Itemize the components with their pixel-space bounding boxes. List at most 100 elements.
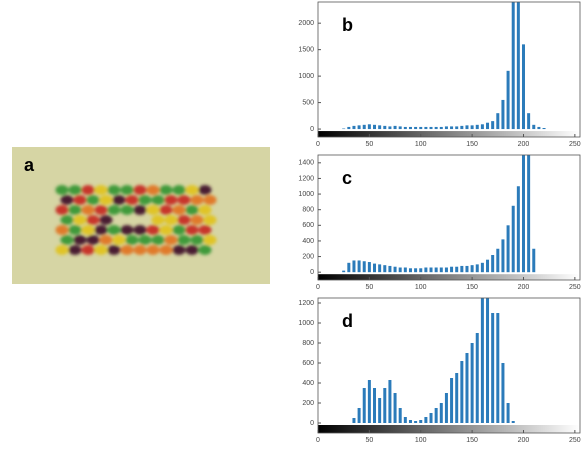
bar — [475, 264, 479, 273]
bar — [388, 380, 392, 423]
bar — [414, 126, 418, 130]
x-tick-label: 200 — [518, 284, 530, 291]
x-tick-label: 200 — [518, 437, 530, 444]
bar — [521, 44, 525, 130]
candy — [203, 195, 217, 205]
photo: a — [12, 147, 270, 284]
candy — [164, 215, 178, 225]
bar — [496, 113, 500, 130]
y-tick-label: 600 — [302, 222, 314, 229]
bar — [378, 125, 382, 130]
candy — [81, 245, 95, 255]
bar — [444, 393, 448, 423]
candy — [198, 245, 212, 255]
candy — [94, 225, 108, 235]
bar — [491, 313, 495, 423]
bar — [388, 265, 392, 273]
bar — [511, 205, 515, 273]
bar — [347, 262, 351, 273]
bar — [342, 270, 346, 273]
candy — [99, 215, 113, 225]
bar — [373, 388, 377, 423]
candy — [112, 235, 126, 245]
candy — [172, 225, 186, 235]
candy — [203, 235, 217, 245]
candy — [55, 225, 69, 235]
bar — [450, 266, 454, 273]
bar — [398, 126, 402, 130]
bar — [480, 262, 484, 273]
bar — [475, 333, 479, 423]
bar — [419, 126, 423, 130]
x-tick-label: 0 — [316, 284, 320, 291]
bar — [357, 408, 361, 423]
y-tick-label: 0 — [310, 269, 314, 276]
x-tick-label: 50 — [365, 141, 373, 148]
candy — [159, 185, 173, 195]
panel-label: c — [342, 168, 352, 188]
candy — [151, 195, 165, 205]
candies — [55, 185, 217, 255]
bar — [470, 265, 474, 273]
candy — [138, 235, 152, 245]
bar — [455, 373, 459, 423]
candy — [60, 235, 74, 245]
bar — [352, 125, 356, 130]
candy — [68, 205, 82, 215]
candy — [86, 195, 100, 205]
bar — [347, 126, 351, 130]
candy — [81, 205, 95, 215]
bar — [521, 155, 525, 273]
gray-strip — [318, 274, 580, 280]
bar — [378, 264, 382, 273]
bar — [429, 413, 433, 423]
bar — [516, 2, 520, 130]
bar — [470, 125, 474, 130]
bar — [455, 266, 459, 273]
candy — [107, 185, 121, 195]
candy — [125, 195, 139, 205]
bar — [439, 267, 443, 273]
bar — [537, 126, 541, 130]
candy — [94, 205, 108, 215]
bar — [491, 121, 495, 130]
bar — [373, 124, 377, 130]
bar — [419, 420, 423, 423]
candy — [164, 235, 178, 245]
candy — [133, 245, 147, 255]
bar — [362, 261, 366, 273]
candy — [73, 235, 87, 245]
panel-label: b — [342, 15, 353, 35]
x-tick-label: 0 — [316, 437, 320, 444]
bar — [460, 361, 464, 423]
bar — [414, 268, 418, 273]
bar — [352, 418, 356, 423]
bar — [414, 421, 418, 423]
candy — [172, 205, 186, 215]
bar — [352, 260, 356, 273]
x-tick-label: 250 — [569, 284, 581, 291]
y-tick-label: 0 — [310, 420, 314, 427]
candy — [190, 215, 204, 225]
candy — [94, 185, 108, 195]
panel-label: d — [342, 311, 353, 331]
bar — [408, 126, 412, 130]
candy — [151, 215, 165, 225]
bar — [424, 267, 428, 273]
bar — [465, 353, 469, 423]
bar — [434, 408, 438, 423]
x-tick-label: 250 — [569, 141, 581, 148]
bar — [511, 421, 515, 423]
bar — [516, 186, 520, 273]
candy — [190, 235, 204, 245]
candy — [81, 185, 95, 195]
y-tick-label: 1000 — [298, 191, 314, 198]
bar — [465, 125, 469, 130]
candy — [60, 215, 74, 225]
candy — [203, 215, 217, 225]
bar — [450, 126, 454, 130]
candy — [198, 185, 212, 195]
y-tick-label: 0 — [310, 126, 314, 133]
x-tick-label: 50 — [365, 284, 373, 291]
bar — [465, 265, 469, 273]
